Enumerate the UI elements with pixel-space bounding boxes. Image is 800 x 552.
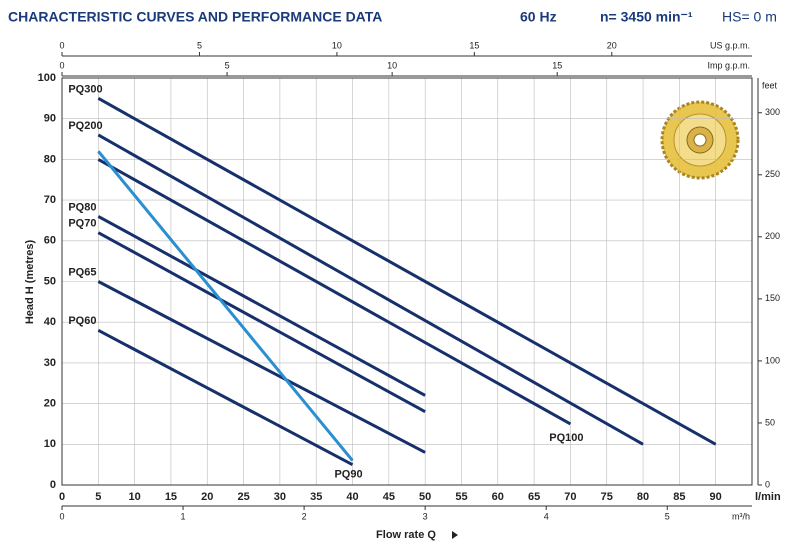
tick-label: 250 bbox=[765, 169, 780, 179]
axis-unit: feet bbox=[762, 80, 778, 90]
y-tick-label: 30 bbox=[44, 357, 56, 369]
series-label: PQ200 bbox=[68, 120, 102, 132]
x-tick-label: 50 bbox=[419, 491, 431, 503]
x-axis-label: Flow rate Q bbox=[376, 529, 436, 541]
y-tick-label: 40 bbox=[44, 316, 56, 328]
series-label: PQ70 bbox=[68, 218, 96, 230]
x-tick-label: 65 bbox=[528, 491, 540, 503]
y-tick-label: 90 bbox=[44, 113, 56, 125]
series-label: PQ60 bbox=[68, 315, 96, 327]
tick-label: 0 bbox=[59, 511, 64, 521]
curve bbox=[97, 231, 426, 414]
tick-label: 15 bbox=[552, 60, 562, 70]
tick-label: 0 bbox=[765, 479, 770, 489]
tick-label: 50 bbox=[765, 417, 775, 427]
x-tick-label: 55 bbox=[455, 491, 467, 503]
x-tick-label: 90 bbox=[710, 491, 722, 503]
curve bbox=[97, 215, 426, 397]
tick-label: 10 bbox=[332, 40, 342, 50]
tick-label: 4 bbox=[544, 511, 549, 521]
y-tick-label: 60 bbox=[44, 235, 56, 247]
x-tick-label: 85 bbox=[673, 491, 685, 503]
curve bbox=[97, 329, 354, 466]
y-tick-label: 100 bbox=[38, 72, 56, 84]
y-tick-label: 0 bbox=[50, 479, 56, 491]
x-tick-label: 45 bbox=[383, 491, 395, 503]
tick-label: 5 bbox=[225, 60, 230, 70]
tick-label: 300 bbox=[765, 107, 780, 117]
tick-label: 150 bbox=[765, 293, 780, 303]
plot-frame bbox=[61, 77, 753, 486]
axis-unit: Imp g.p.m. bbox=[707, 60, 750, 70]
axis-unit: US g.p.m. bbox=[710, 40, 750, 50]
x-tick-label: 70 bbox=[564, 491, 576, 503]
suction: HS= 0 m bbox=[722, 9, 777, 25]
series-label: PQ80 bbox=[68, 201, 96, 213]
y-tick-label: 70 bbox=[44, 194, 56, 206]
tick-label: 0 bbox=[59, 40, 64, 50]
tick-label: 20 bbox=[607, 40, 617, 50]
x-tick-label: 35 bbox=[310, 491, 322, 503]
curve bbox=[97, 150, 354, 462]
x-tick-label: 60 bbox=[492, 491, 504, 503]
tick-label: 100 bbox=[765, 355, 780, 365]
tick-label: 0 bbox=[59, 60, 64, 70]
tick-label: 5 bbox=[197, 40, 202, 50]
x-tick-label: 40 bbox=[346, 491, 358, 503]
y-axis-label: Head H (metres) bbox=[24, 239, 36, 324]
tick-label: 2 bbox=[302, 511, 307, 521]
y-tick-label: 20 bbox=[44, 398, 56, 410]
x-tick-label: 0 bbox=[59, 491, 65, 503]
series-label: PQ100 bbox=[549, 432, 583, 444]
x-tick-label: 25 bbox=[237, 491, 249, 503]
arrow bbox=[452, 531, 458, 539]
x-tick-label: 15 bbox=[165, 491, 177, 503]
y-tick-label: 10 bbox=[44, 438, 56, 450]
chart-title: CHARACTERISTIC CURVES AND PERFORMANCE DA… bbox=[8, 9, 382, 25]
x-tick-label: 80 bbox=[637, 491, 649, 503]
tick-label: 200 bbox=[765, 231, 780, 241]
x-tick-label: 30 bbox=[274, 491, 286, 503]
tick-label: 3 bbox=[423, 511, 428, 521]
y-tick-label: 80 bbox=[44, 153, 56, 165]
curve bbox=[97, 280, 426, 454]
x-tick-label: 20 bbox=[201, 491, 213, 503]
tick-label: 15 bbox=[469, 40, 479, 50]
curve bbox=[97, 133, 644, 446]
curve bbox=[97, 158, 572, 426]
impeller-image bbox=[660, 100, 740, 180]
x-tick-label: 10 bbox=[129, 491, 141, 503]
x-unit: l/min bbox=[755, 491, 781, 503]
series-label: PQ65 bbox=[68, 266, 96, 278]
x-tick-label: 75 bbox=[601, 491, 613, 503]
series-label: PQ300 bbox=[68, 83, 102, 95]
tick-label: 5 bbox=[665, 511, 670, 521]
frequency: 60 Hz bbox=[520, 9, 557, 25]
y-tick-label: 50 bbox=[44, 275, 56, 287]
x-tick-label: 5 bbox=[95, 491, 101, 503]
tick-label: 10 bbox=[387, 60, 397, 70]
curve bbox=[97, 97, 717, 446]
series-label: PQ90 bbox=[334, 468, 362, 480]
tick-label: 1 bbox=[181, 511, 186, 521]
axis-unit: m³/h bbox=[732, 511, 750, 521]
speed: n= 3450 min⁻¹ bbox=[600, 9, 693, 25]
